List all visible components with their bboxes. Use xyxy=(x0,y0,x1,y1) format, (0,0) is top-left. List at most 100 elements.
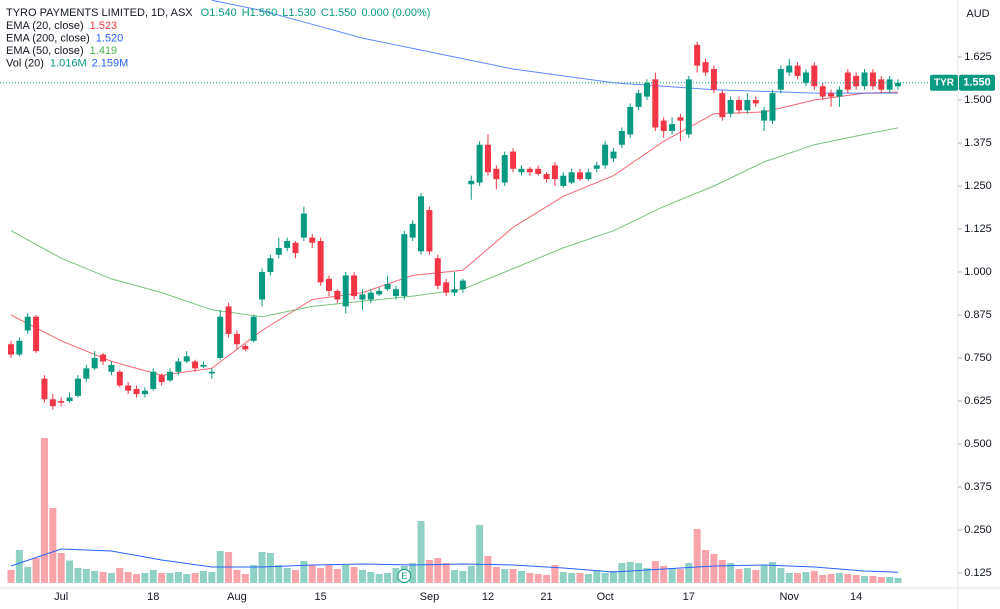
candle-body xyxy=(878,79,885,90)
candle-body xyxy=(535,168,542,174)
candle-body xyxy=(200,364,207,367)
volume-ma-line xyxy=(10,548,899,573)
y-tick-label: 1.250 xyxy=(964,180,992,192)
ema-line xyxy=(211,0,898,94)
x-tick-label: 17 xyxy=(683,591,695,603)
volume-bar xyxy=(292,570,300,583)
legend-entry: EMA (200, close) xyxy=(6,32,90,44)
volume-bar xyxy=(768,562,776,583)
last-price-tag xyxy=(959,74,995,91)
candle-body xyxy=(618,130,625,145)
volume-bar xyxy=(676,569,684,583)
candle-body xyxy=(802,72,809,83)
event-label: E xyxy=(401,571,407,581)
x-tick-label: Sep xyxy=(420,591,440,603)
volume-bar xyxy=(91,571,99,583)
volume-bar xyxy=(7,570,15,583)
candle-body xyxy=(660,120,667,131)
volume-bar xyxy=(785,573,793,583)
candle-body xyxy=(175,361,182,372)
candle-body xyxy=(376,290,383,295)
candle-body xyxy=(836,89,843,97)
candle-body xyxy=(33,316,40,352)
y-tick-label: 0.375 xyxy=(964,481,992,493)
volume-bar xyxy=(317,568,325,583)
volume-bar xyxy=(358,570,366,583)
volume-bar xyxy=(149,570,157,583)
candle-body xyxy=(217,316,224,359)
volume-bar xyxy=(57,553,65,583)
candle-body xyxy=(853,75,860,87)
y-tick-label: 0.500 xyxy=(964,438,992,450)
candle-body xyxy=(610,151,617,159)
candle-body xyxy=(744,100,751,111)
x-tick-label: Aug xyxy=(227,591,247,603)
volume-bar xyxy=(258,552,266,583)
candle-body xyxy=(476,144,483,183)
volume-bar xyxy=(576,573,584,583)
candle-body xyxy=(493,168,500,180)
volume-bar xyxy=(425,560,433,583)
volume-bar xyxy=(685,563,693,583)
currency-label: AUD xyxy=(966,8,989,20)
volume-bar xyxy=(183,574,191,583)
candle-body xyxy=(443,282,450,293)
candle-body xyxy=(384,284,391,290)
legend-value: 1.016M xyxy=(50,57,87,69)
plot-area xyxy=(0,0,958,583)
volume-bar xyxy=(467,566,475,583)
last-price-label: 1.550 xyxy=(963,77,991,89)
candle-body xyxy=(49,399,56,407)
candle-body xyxy=(66,397,73,402)
candle-body xyxy=(275,247,282,255)
candle-body xyxy=(24,316,31,331)
event-marker xyxy=(397,569,412,583)
candle-body xyxy=(58,401,65,403)
candle-body xyxy=(844,72,851,90)
volume-bar xyxy=(760,565,768,583)
volume-bar xyxy=(99,572,107,583)
volume-bar xyxy=(635,563,643,583)
volume-bar xyxy=(409,563,417,583)
candle-body xyxy=(861,72,868,87)
ohlc-label: H1.560 xyxy=(242,7,277,19)
volume-bar xyxy=(534,574,542,583)
candle-body xyxy=(484,144,491,173)
volume-bar xyxy=(844,574,852,583)
candle-body xyxy=(426,210,433,252)
ohlc-label: O1.540 xyxy=(201,7,237,19)
candle-body xyxy=(719,93,726,118)
candle-body xyxy=(895,82,902,87)
x-tick-label: Nov xyxy=(779,591,799,603)
x-tick-label: 14 xyxy=(850,591,862,603)
volume-bar xyxy=(626,562,634,583)
y-tick-label: 0.250 xyxy=(964,524,992,536)
volume-bar xyxy=(133,574,141,583)
candle-body xyxy=(259,272,266,300)
volume-bar xyxy=(543,575,551,583)
candle-body xyxy=(83,368,90,379)
ohlc-label: L1.530 xyxy=(282,7,316,19)
volume-bar xyxy=(82,569,90,583)
volume-bar xyxy=(835,573,843,583)
y-tick-label: 1.000 xyxy=(964,266,992,278)
volume-bar xyxy=(333,569,341,583)
volume-bar xyxy=(300,561,308,583)
candle-body xyxy=(727,100,734,114)
candle-body xyxy=(510,151,517,169)
volume-bar xyxy=(116,568,124,583)
candle-body xyxy=(819,86,826,97)
volume-bar xyxy=(384,573,392,583)
volume-bar xyxy=(283,568,291,583)
candle-body xyxy=(869,72,876,87)
volume-bar xyxy=(208,572,216,583)
y-tick-label: 0.750 xyxy=(964,352,992,364)
candle-body xyxy=(392,289,399,297)
legend: TYRO PAYMENTS LIMITED, 1D, ASX O1.540 H1.5… xyxy=(6,7,430,70)
candle-body xyxy=(125,385,132,391)
volume-bar xyxy=(342,565,350,583)
candle-body xyxy=(543,173,550,180)
